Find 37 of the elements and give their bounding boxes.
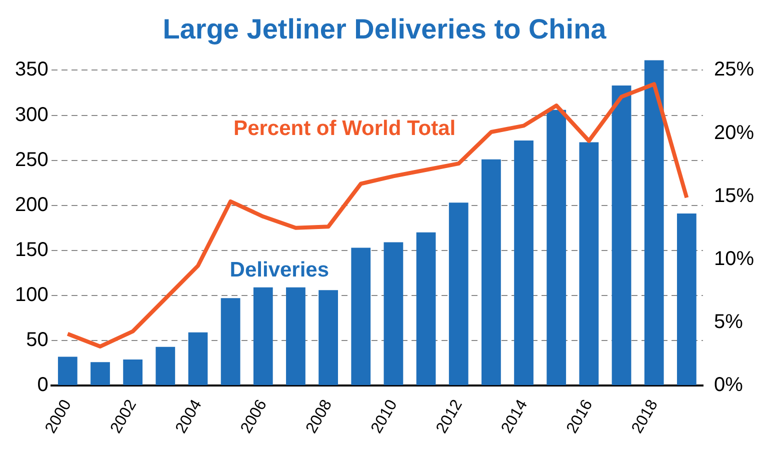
bar <box>286 287 306 386</box>
bar <box>416 232 436 386</box>
bar <box>384 242 404 386</box>
y2-tick-label: 15% <box>714 184 754 207</box>
y2-tick-label: 25% <box>714 58 754 81</box>
bar <box>156 346 176 386</box>
bar <box>448 202 468 386</box>
series-label: Percent of World Total <box>234 116 456 140</box>
bar <box>351 248 371 386</box>
y-tick-label: 50 <box>26 329 48 352</box>
bar <box>220 298 240 386</box>
y-tick-label: 100 <box>14 284 48 306</box>
y-tick-label: 300 <box>14 104 48 126</box>
bar <box>482 159 501 386</box>
bar <box>579 142 599 386</box>
bar <box>90 362 110 386</box>
y2-tick-label: 0% <box>714 374 744 396</box>
y-tick-label: 250 <box>14 148 48 171</box>
bar <box>546 110 566 386</box>
chart-title: Large Jetliner Deliveries to China <box>162 14 607 45</box>
bar <box>253 287 273 386</box>
bar <box>318 290 338 386</box>
bar <box>58 356 78 386</box>
bar <box>188 332 208 386</box>
y-tick-label: 200 <box>14 194 48 216</box>
y-tick-label: 350 <box>14 58 48 81</box>
y2-tick-label: 10% <box>714 248 754 270</box>
y-tick-label: 150 <box>14 238 48 261</box>
bar <box>514 140 534 386</box>
series-label: Deliveries <box>230 258 330 282</box>
bar <box>676 213 696 386</box>
bar <box>612 86 632 386</box>
bar <box>644 60 664 386</box>
y2-tick-label: 5% <box>714 311 744 334</box>
y-tick-label: 0 <box>37 374 48 396</box>
y2-tick-label: 20% <box>714 122 754 144</box>
bar <box>123 359 143 386</box>
